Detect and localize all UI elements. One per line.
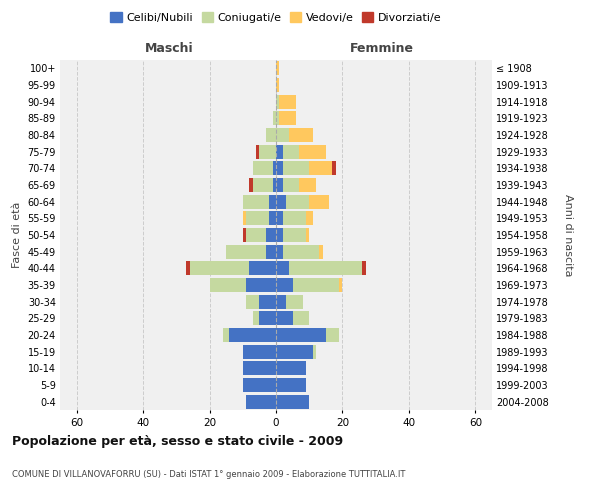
Bar [246,278,276,292]
Bar [259,311,276,326]
Bar [259,294,276,308]
Bar [339,278,343,292]
Bar [280,94,296,109]
Bar [276,394,309,409]
Bar [250,178,253,192]
Bar [299,178,316,192]
Bar [283,178,299,192]
Y-axis label: Fasce di età: Fasce di età [12,202,22,268]
Bar [276,328,326,342]
Bar [286,294,302,308]
Bar [243,344,276,359]
Bar [276,311,293,326]
Bar [243,211,246,226]
Bar [283,211,306,226]
Bar [186,261,190,276]
Bar [266,128,276,142]
Bar [246,394,276,409]
Bar [269,211,276,226]
Bar [272,178,276,192]
Bar [276,378,306,392]
Bar [283,228,306,242]
Text: COMUNE DI VILLANOVAFORRU (SU) - Dati ISTAT 1° gennaio 2009 - Elaborazione TUTTIT: COMUNE DI VILLANOVAFORRU (SU) - Dati IST… [12,470,406,479]
Text: Femmine: Femmine [350,42,415,55]
Bar [306,211,313,226]
Bar [253,178,272,192]
Bar [276,361,306,376]
Bar [276,278,293,292]
Bar [276,78,280,92]
Bar [309,194,329,209]
Bar [276,344,313,359]
Bar [246,228,266,242]
Bar [362,261,366,276]
Bar [276,144,283,159]
Bar [309,162,332,175]
Bar [283,144,299,159]
Bar [289,128,313,142]
Text: Maschi: Maschi [145,42,194,55]
Bar [276,244,283,259]
Bar [272,112,276,126]
Bar [319,244,323,259]
Bar [269,194,276,209]
Bar [266,228,276,242]
Bar [243,378,276,392]
Y-axis label: Anni di nascita: Anni di nascita [563,194,573,276]
Bar [313,344,316,359]
Bar [276,294,286,308]
Bar [293,278,339,292]
Bar [276,178,283,192]
Bar [243,228,246,242]
Bar [286,194,309,209]
Legend: Celibi/Nubili, Coniugati/e, Vedovi/e, Divorziati/e: Celibi/Nubili, Coniugati/e, Vedovi/e, Di… [106,8,446,28]
Bar [293,311,309,326]
Bar [272,162,276,175]
Bar [276,211,283,226]
Bar [253,162,272,175]
Bar [259,144,276,159]
Bar [246,211,269,226]
Bar [280,112,296,126]
Bar [253,311,259,326]
Bar [276,128,289,142]
Bar [299,144,326,159]
Bar [276,162,283,175]
Bar [276,112,280,126]
Bar [226,244,266,259]
Bar [250,261,276,276]
Bar [276,62,280,76]
Bar [289,261,362,276]
Bar [223,328,229,342]
Bar [229,328,276,342]
Text: Popolazione per età, sesso e stato civile - 2009: Popolazione per età, sesso e stato civil… [12,435,343,448]
Bar [256,144,259,159]
Bar [190,261,250,276]
Bar [276,228,283,242]
Bar [243,361,276,376]
Bar [276,194,286,209]
Bar [332,162,336,175]
Bar [246,294,259,308]
Bar [266,244,276,259]
Bar [276,94,280,109]
Bar [306,228,309,242]
Bar [283,244,319,259]
Bar [276,261,289,276]
Bar [283,162,309,175]
Bar [326,328,339,342]
Bar [243,194,269,209]
Bar [209,278,246,292]
